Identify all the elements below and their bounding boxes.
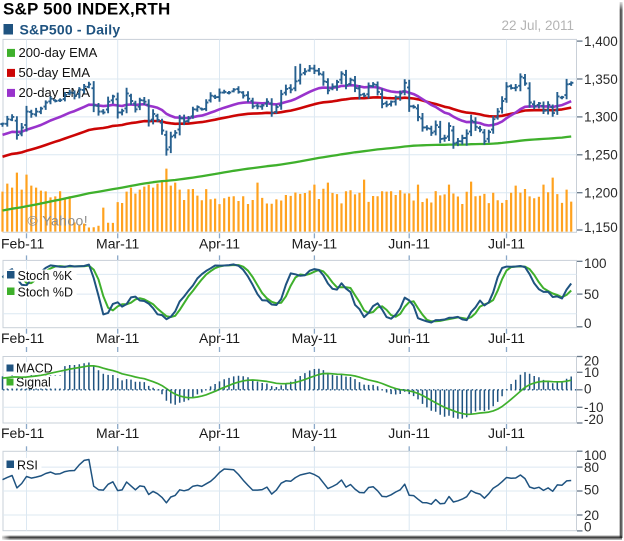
svg-text:-10: -10 — [584, 400, 604, 415]
svg-text:10: 10 — [584, 365, 599, 380]
svg-text:Apr-11: Apr-11 — [199, 330, 240, 346]
svg-text:1,300: 1,300 — [584, 110, 618, 125]
svg-text:20: 20 — [584, 508, 599, 523]
svg-text:20-day EMA: 20-day EMA — [19, 85, 91, 100]
svg-text:Jun-11: Jun-11 — [388, 236, 430, 252]
svg-text:Jun-11: Jun-11 — [388, 330, 430, 346]
svg-text:May-11: May-11 — [292, 425, 338, 441]
svg-text:0: 0 — [584, 316, 592, 331]
svg-text:0: 0 — [584, 519, 592, 534]
svg-text:20: 20 — [584, 353, 599, 368]
svg-text:Mar-11: Mar-11 — [96, 425, 140, 441]
svg-text:-20: -20 — [584, 412, 604, 427]
svg-text:© Yahoo!: © Yahoo! — [28, 213, 89, 229]
svg-text:50: 50 — [584, 483, 599, 498]
svg-text:Feb-11: Feb-11 — [1, 236, 45, 252]
svg-text:May-11: May-11 — [292, 330, 338, 346]
svg-text:Mar-11: Mar-11 — [96, 236, 140, 252]
svg-text:RSI: RSI — [17, 459, 38, 473]
svg-text:1,150: 1,150 — [584, 220, 618, 235]
svg-text:Mar-11: Mar-11 — [96, 330, 140, 346]
svg-text:1,400: 1,400 — [584, 34, 618, 49]
svg-text:S&P500 - Daily: S&P500 - Daily — [20, 22, 121, 38]
svg-text:Feb-11: Feb-11 — [1, 330, 45, 346]
svg-text:Apr-11: Apr-11 — [199, 236, 240, 252]
svg-text:200-day EMA: 200-day EMA — [19, 45, 98, 60]
svg-text:0: 0 — [584, 382, 592, 397]
svg-text:80: 80 — [584, 460, 599, 475]
svg-text:50-day EMA: 50-day EMA — [19, 65, 91, 80]
svg-text:Jun-11: Jun-11 — [388, 425, 430, 441]
svg-text:22 Jul, 2011: 22 Jul, 2011 — [501, 18, 574, 33]
svg-text:1,250: 1,250 — [584, 148, 618, 163]
svg-text:1,200: 1,200 — [584, 186, 618, 201]
svg-text:Stoch %K: Stoch %K — [18, 269, 74, 283]
svg-text:Stoch %D: Stoch %D — [18, 286, 74, 300]
svg-text:Feb-11: Feb-11 — [1, 425, 45, 441]
svg-text:May-11: May-11 — [292, 236, 338, 252]
svg-text:100: 100 — [584, 448, 607, 463]
svg-text:S&P 500 INDEX,RTH: S&P 500 INDEX,RTH — [3, 0, 170, 18]
svg-text:Jul-11: Jul-11 — [488, 425, 525, 441]
svg-text:100: 100 — [584, 256, 607, 271]
svg-text:Apr-11: Apr-11 — [199, 425, 240, 441]
svg-text:1,350: 1,350 — [584, 72, 618, 87]
svg-text:MACD: MACD — [16, 362, 53, 376]
svg-text:Signal: Signal — [16, 376, 51, 390]
svg-text:Jul-11: Jul-11 — [488, 236, 525, 252]
svg-text:Jul-11: Jul-11 — [488, 330, 525, 346]
svg-text:50: 50 — [584, 287, 599, 302]
